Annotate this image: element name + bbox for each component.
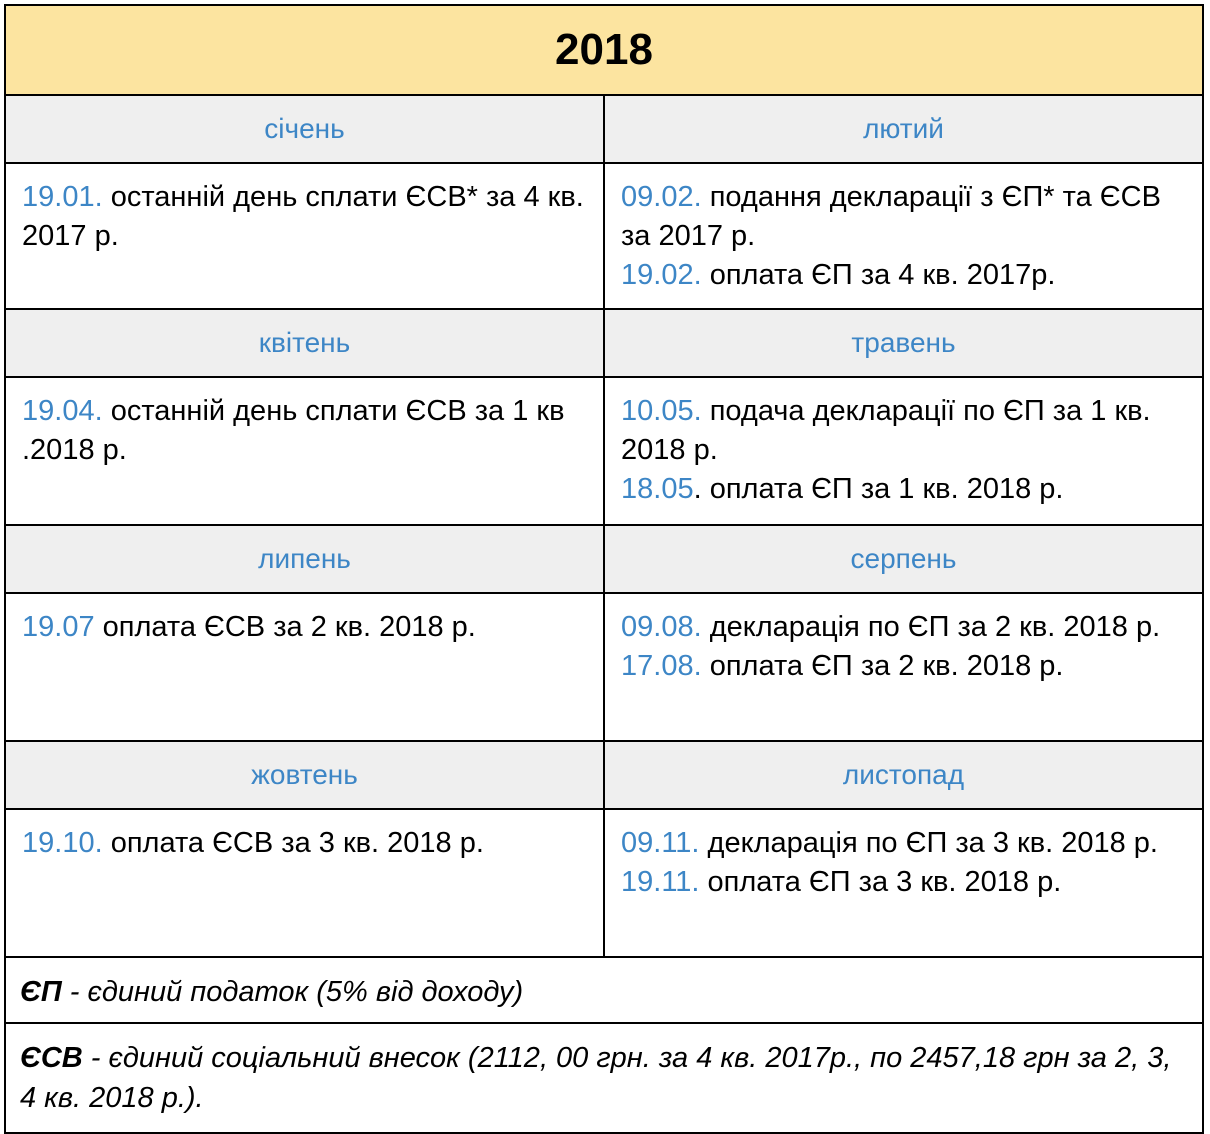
entry-text: оплата ЄСВ за 3 кв. 2018 р. bbox=[102, 827, 484, 859]
entry: 19.01. останній день сплати ЄСВ* за 4 кв… bbox=[22, 178, 587, 256]
entry-text: оплата ЄП за 4 кв. 2017р. bbox=[701, 259, 1056, 291]
entry-text: останній день сплати ЄСВ* за 4 кв. 2017 … bbox=[22, 181, 584, 252]
month-february: лютий bbox=[603, 96, 1202, 162]
entry: 19.02. оплата ЄП за 4 кв. 2017р. bbox=[621, 256, 1186, 295]
entry-date: 09.08. bbox=[621, 611, 702, 643]
entry-text: останній день сплати ЄСВ за 1 кв .2018 р… bbox=[22, 395, 565, 466]
month-november: листопад bbox=[603, 742, 1202, 808]
entries-april: 19.04. останній день сплати ЄСВ за 1 кв … bbox=[6, 378, 603, 524]
entry: 18.05. оплата ЄП за 1 кв. 2018 р. bbox=[621, 470, 1186, 509]
tax-calendar-table: 2018 січень лютий 19.01. останній день с… bbox=[4, 4, 1204, 1134]
entries-row: 19.01. останній день сплати ЄСВ* за 4 кв… bbox=[6, 164, 1202, 310]
entries-november: 09.11. декларація по ЄП за 3 кв. 2018 р.… bbox=[603, 810, 1202, 956]
month-january: січень bbox=[6, 96, 603, 162]
month-header-row: липень серпень bbox=[6, 526, 1202, 594]
entry-text: подання декларації з ЄП* та ЄСВ за 2017 … bbox=[621, 181, 1161, 252]
entries-row: 19.04. останній день сплати ЄСВ за 1 кв … bbox=[6, 378, 1202, 526]
entry: 19.10. оплата ЄСВ за 3 кв. 2018 р. bbox=[22, 824, 587, 863]
entry-date: 19.10. bbox=[22, 827, 103, 859]
entry-date: 19.07 bbox=[22, 611, 95, 643]
entries-august: 09.08. декларація по ЄП за 2 кв. 2018 р.… bbox=[603, 594, 1202, 740]
entry-date: 19.02. bbox=[621, 259, 702, 291]
entry-text: оплата ЄП за 2 кв. 2018 р. bbox=[701, 650, 1064, 682]
entry: 19.07 оплата ЄСВ за 2 кв. 2018 р. bbox=[22, 608, 587, 647]
month-header-row: жовтень листопад bbox=[6, 742, 1202, 810]
entry: 09.11. декларація по ЄП за 3 кв. 2018 р. bbox=[621, 824, 1186, 863]
entry-text: . оплата ЄП за 1 кв. 2018 р. bbox=[693, 473, 1064, 505]
entry-date: 19.11. bbox=[621, 866, 700, 898]
entries-row: 19.10. оплата ЄСВ за 3 кв. 2018 р. 09.11… bbox=[6, 810, 1202, 958]
entry: 09.08. декларація по ЄП за 2 кв. 2018 р. bbox=[621, 608, 1186, 647]
footnote-ep: ЄП - єдиний податок (5% від доходу) bbox=[6, 958, 1202, 1024]
footnote-esv: ЄСВ - єдиний соціальний внесок (2112, 00… bbox=[6, 1024, 1202, 1132]
month-august: серпень bbox=[603, 526, 1202, 592]
entry-text: подача декларації по ЄП за 1 кв. 2018 р. bbox=[621, 395, 1151, 466]
entry-date: 10.05. bbox=[621, 395, 702, 427]
month-april: квітень bbox=[6, 310, 603, 376]
entries-october: 19.10. оплата ЄСВ за 3 кв. 2018 р. bbox=[6, 810, 603, 956]
entries-row: 19.07 оплата ЄСВ за 2 кв. 2018 р. 09.08.… bbox=[6, 594, 1202, 742]
entry: 10.05. подача декларації по ЄП за 1 кв. … bbox=[621, 392, 1186, 470]
footnote-abbr: ЄП bbox=[20, 976, 62, 1008]
footnote-text: - єдиний соціальний внесок (2112, 00 грн… bbox=[20, 1042, 1172, 1114]
entry-text: декларація по ЄП за 3 кв. 2018 р. bbox=[699, 827, 1158, 859]
entries-may: 10.05. подача декларації по ЄП за 1 кв. … bbox=[603, 378, 1202, 524]
entry-date: 09.11. bbox=[621, 827, 700, 859]
entry-date: 18.05 bbox=[621, 473, 694, 505]
month-july: липень bbox=[6, 526, 603, 592]
table-title: 2018 bbox=[6, 6, 1202, 96]
month-may: травень bbox=[603, 310, 1202, 376]
entry-date: 09.02. bbox=[621, 181, 702, 213]
entry-text: декларація по ЄП за 2 кв. 2018 р. bbox=[701, 611, 1161, 643]
footnote-text: - єдиний податок (5% від доходу) bbox=[61, 976, 524, 1008]
entries-january: 19.01. останній день сплати ЄСВ* за 4 кв… bbox=[6, 164, 603, 308]
entries-february: 09.02. подання декларації з ЄП* та ЄСВ з… bbox=[603, 164, 1202, 308]
entry: 17.08. оплата ЄП за 2 кв. 2018 р. bbox=[621, 647, 1186, 686]
month-header-row: січень лютий bbox=[6, 96, 1202, 164]
entry-text: оплата ЄП за 3 кв. 2018 р. bbox=[699, 866, 1062, 898]
month-october: жовтень bbox=[6, 742, 603, 808]
entry-date: 19.04. bbox=[22, 395, 103, 427]
entries-july: 19.07 оплата ЄСВ за 2 кв. 2018 р. bbox=[6, 594, 603, 740]
entry: 19.11. оплата ЄП за 3 кв. 2018 р. bbox=[621, 863, 1186, 902]
month-header-row: квітень травень bbox=[6, 310, 1202, 378]
entry-text: оплата ЄСВ за 2 кв. 2018 р. bbox=[94, 611, 476, 643]
entry-date: 19.01. bbox=[22, 181, 103, 213]
entry-date: 17.08. bbox=[621, 650, 702, 682]
entry: 19.04. останній день сплати ЄСВ за 1 кв … bbox=[22, 392, 587, 470]
entry: 09.02. подання декларації з ЄП* та ЄСВ з… bbox=[621, 178, 1186, 256]
footnote-abbr: ЄСВ bbox=[20, 1042, 83, 1074]
